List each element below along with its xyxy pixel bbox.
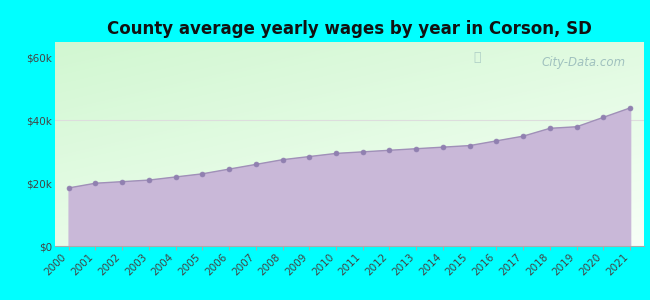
Text: Ⓢ: Ⓢ bbox=[473, 51, 480, 64]
Title: County average yearly wages by year in Corson, SD: County average yearly wages by year in C… bbox=[107, 20, 592, 38]
Text: City-Data.com: City-Data.com bbox=[541, 56, 626, 69]
